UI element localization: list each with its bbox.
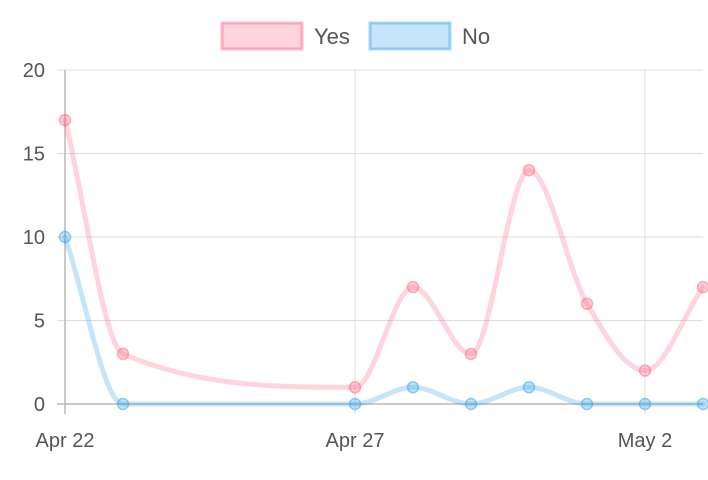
y-tick-label: 10 [23,227,45,249]
grid-layer [57,69,703,414]
legend-item-yes[interactable]: Yes [220,21,350,51]
data-point-no [116,397,130,411]
legend[interactable]: Yes No [220,21,490,51]
data-point-no [348,397,362,411]
legend-label-yes: Yes [314,24,350,49]
data-point-yes [464,347,478,361]
data-point-no [58,230,72,244]
y-tick-label: 15 [23,144,45,166]
legend-item-no[interactable]: No [368,21,490,51]
series-no [58,230,708,411]
axis-layer: 0 5 10 15 20 Apr 22 Apr 27 May 2 [23,60,672,452]
y-tick-label: 20 [23,60,45,82]
data-point-yes [580,297,594,311]
series-layer [58,113,708,411]
data-point-yes [638,364,652,377]
x-tick-label: Apr 27 [326,430,385,452]
data-point-yes [348,381,362,394]
series-line-no [62,234,706,407]
data-point-no [638,397,652,411]
data-point-no [580,397,594,411]
data-point-no [522,381,536,394]
data-point-no [406,381,420,394]
legend-swatch-yes [220,21,304,51]
data-point-yes [522,163,536,177]
y-tick-label: 5 [34,311,45,333]
y-tick-label: 0 [34,394,45,416]
data-point-no [464,397,478,411]
series-line-yes [62,117,706,390]
data-point-yes [58,113,72,127]
legend-label-no: No [462,24,490,49]
data-point-yes [406,280,420,294]
data-point-no [696,397,708,411]
x-tick-label: Apr 22 [36,430,95,452]
legend-swatch-no [368,21,452,51]
data-point-yes [696,280,708,294]
x-tick-label: May 2 [618,430,672,452]
series-yes [58,113,708,394]
data-point-yes [116,347,130,361]
